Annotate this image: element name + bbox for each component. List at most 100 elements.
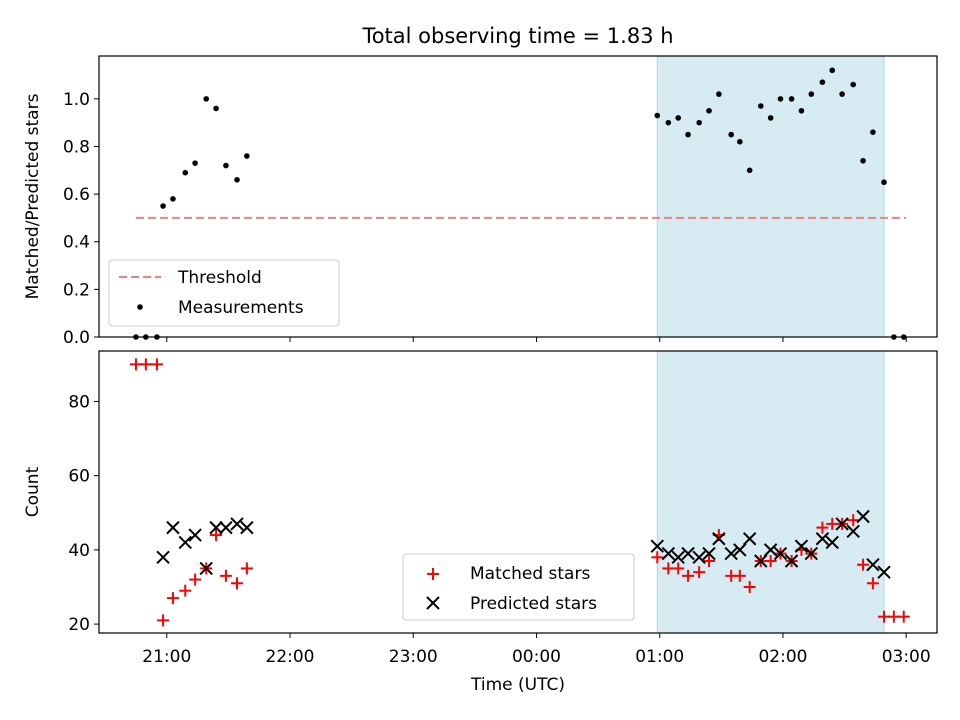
predicted-star-marker bbox=[671, 550, 685, 565]
measurement-point bbox=[654, 112, 661, 119]
predicted-star-marker-b bbox=[156, 550, 170, 565]
predicted-star-marker bbox=[794, 539, 809, 553]
shaded-interval bbox=[656, 350, 885, 634]
matched-star-marker bbox=[682, 569, 695, 582]
chart-title: Total observing time = 1.83 h bbox=[361, 24, 673, 48]
x-axis-label: Time (UTC) bbox=[470, 675, 565, 695]
shaded-interval-rect bbox=[656, 55, 885, 338]
predicted-star-marker-b bbox=[846, 524, 860, 539]
predicted-stars-legend-label: Predicted stars bbox=[470, 594, 597, 614]
predicted-star-marker-b bbox=[671, 550, 685, 565]
predicted-star-marker bbox=[692, 550, 706, 565]
measurement-point bbox=[223, 162, 229, 169]
measurement-point bbox=[767, 115, 774, 121]
x-tick-label: 03:00 bbox=[882, 647, 931, 667]
predicted-star-marker-b bbox=[742, 532, 757, 546]
predicted-star-marker-b bbox=[825, 535, 839, 550]
matched-star-marker bbox=[157, 614, 170, 627]
predicted-star-marker-b bbox=[178, 535, 192, 550]
measurement-point bbox=[675, 115, 682, 121]
predicted-star-marker bbox=[209, 520, 223, 535]
measurement-point bbox=[213, 105, 219, 112]
predicted-star-marker-b bbox=[209, 520, 223, 535]
predicted-star-marker bbox=[856, 509, 870, 524]
matched-stars-legend-label: Matched stars bbox=[470, 564, 590, 584]
measurement-point bbox=[244, 153, 250, 159]
predicted-star-marker-b bbox=[794, 539, 809, 553]
count-legend-box bbox=[402, 553, 635, 621]
predicted-star-marker bbox=[661, 546, 676, 561]
measurement-point bbox=[819, 79, 826, 85]
predicted-star-marker bbox=[773, 546, 788, 561]
measurement-point bbox=[706, 107, 712, 114]
predicted-star-marker bbox=[230, 517, 244, 531]
predicted-star-marker-b bbox=[199, 561, 213, 576]
matched-star-marker bbox=[219, 569, 232, 582]
measurement-point bbox=[860, 157, 866, 164]
y-tick-label: 0.2 bbox=[63, 280, 90, 300]
predicted-star-marker bbox=[188, 528, 202, 542]
x-tick-label: 21:00 bbox=[142, 647, 191, 667]
predicted-star-marker-b bbox=[650, 539, 664, 553]
measurement-point bbox=[160, 203, 166, 209]
ratio-x-ticks bbox=[166, 337, 907, 342]
ratio-legend-box bbox=[108, 259, 340, 327]
measurement-point bbox=[665, 119, 672, 126]
matched-stars-points bbox=[129, 358, 910, 627]
ratio-y-axis-label: Matched/Predicted stars bbox=[23, 93, 43, 299]
matched-star-marker bbox=[743, 580, 756, 593]
ratio-y-ticks: 0.0 0.2 0.4 0.6 0.8 1.0 bbox=[63, 90, 99, 348]
predicted-star-marker-b bbox=[835, 517, 849, 531]
shaded-interval-rect bbox=[656, 350, 885, 634]
predicted-star-marker bbox=[219, 520, 233, 535]
measurements-legend-swatch bbox=[137, 304, 143, 310]
count-panel: 20 40 60 80 21:00 22:00 23:00 00:00 01:00 02:00 0… bbox=[23, 350, 938, 695]
count-y-axis-label: Count bbox=[23, 466, 43, 517]
measurement-point bbox=[788, 96, 795, 102]
measurement-point bbox=[746, 167, 753, 174]
measurement-point bbox=[728, 131, 734, 138]
y-tick-label: 60 bbox=[68, 467, 90, 487]
ratio-plot-frame bbox=[98, 55, 938, 338]
predicted-star-marker-b bbox=[754, 554, 768, 568]
predicted-star-marker bbox=[877, 565, 891, 579]
predicted-star-marker bbox=[166, 520, 180, 535]
matched-star-marker bbox=[733, 569, 746, 582]
shaded-interval bbox=[656, 55, 885, 338]
measurements-legend-label: Measurements bbox=[178, 298, 304, 318]
predicted-star-marker-b bbox=[702, 546, 716, 561]
ratio-legend: Threshold Measurements bbox=[108, 259, 340, 327]
predicted-star-marker bbox=[835, 517, 849, 531]
predicted-star-marker bbox=[866, 558, 880, 572]
measurement-point bbox=[839, 91, 845, 97]
matched-star-marker bbox=[897, 610, 910, 623]
measurement-point bbox=[829, 67, 836, 74]
predicted-star-marker bbox=[178, 535, 192, 550]
predicted-stars-legend-swatch bbox=[426, 596, 440, 610]
predicted-star-marker-b bbox=[681, 546, 695, 561]
x-tick-label: 22:00 bbox=[266, 647, 315, 667]
predicted-star-marker-b bbox=[219, 520, 233, 535]
matched-star-marker bbox=[703, 555, 716, 568]
predicted-star-marker-b bbox=[804, 546, 819, 561]
ratio-panel: 0.0 0.2 0.4 0.6 0.8 1.0 Matched/Predicted sta… bbox=[23, 55, 938, 348]
y-tick-label: 20 bbox=[68, 615, 90, 635]
measurement-point bbox=[192, 160, 198, 166]
predicted-stars-points bbox=[156, 509, 891, 579]
matched-star-marker bbox=[150, 358, 163, 371]
predicted-star-marker bbox=[733, 543, 747, 557]
measurement-point bbox=[716, 91, 722, 97]
y-tick-label: 40 bbox=[68, 541, 90, 561]
matched-star-marker bbox=[866, 577, 879, 590]
predicted-star-marker-b bbox=[712, 532, 726, 546]
matched-star-marker bbox=[672, 562, 685, 575]
predicted-star-marker-b bbox=[661, 546, 676, 561]
matched-stars-legend-swatch bbox=[427, 568, 439, 580]
predicted-star-marker bbox=[712, 532, 726, 546]
x-tick-label: 23:00 bbox=[389, 647, 438, 667]
predicted-star-marker-b bbox=[856, 509, 870, 524]
predicted-star-marker-b bbox=[230, 517, 244, 531]
measurement-point bbox=[881, 179, 887, 186]
count-plot-frame bbox=[98, 350, 938, 634]
